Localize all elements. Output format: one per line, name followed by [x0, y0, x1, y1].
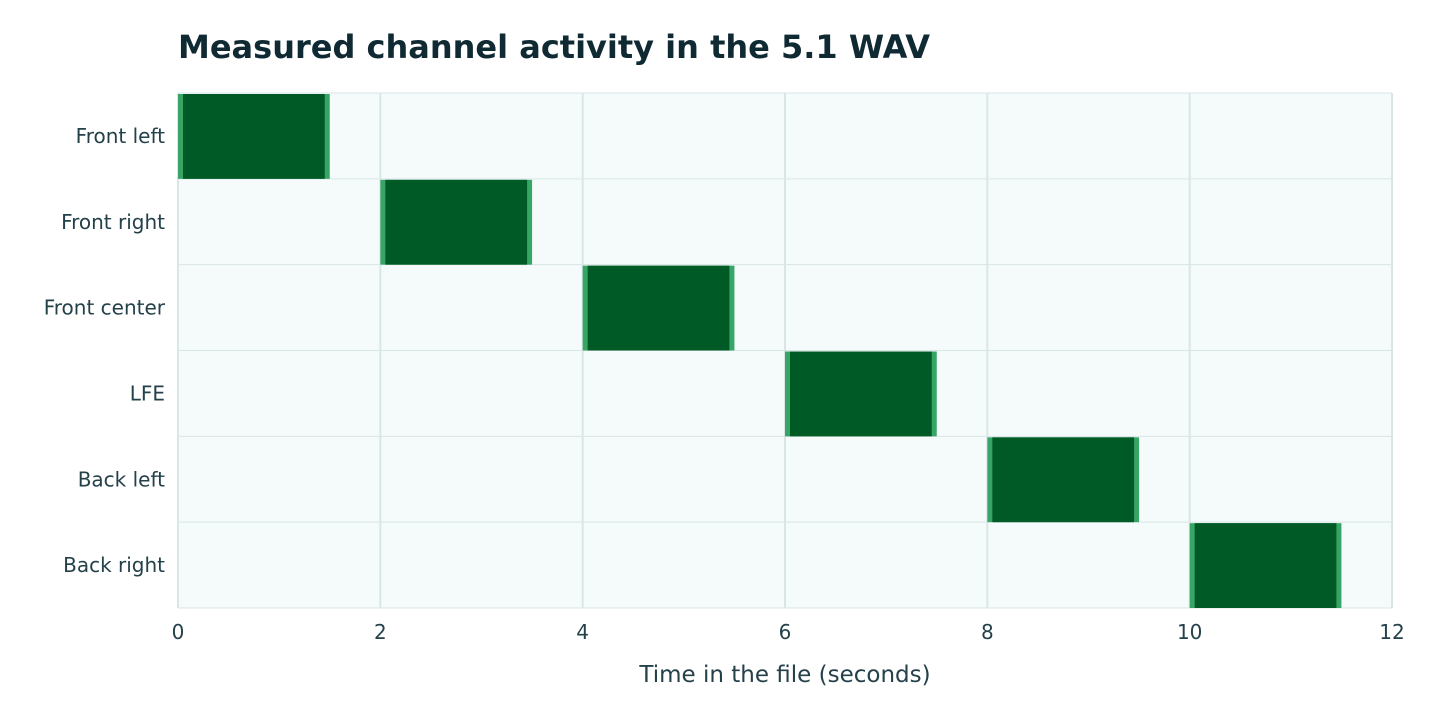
x-tick-label: 4 — [576, 620, 589, 644]
x-tick-label: 10 — [1177, 620, 1202, 644]
y-category-label: Back right — [63, 553, 165, 577]
activity-bar — [1194, 523, 1337, 608]
chart-title: Measured channel activity in the 5.1 WAV — [178, 28, 931, 66]
activity-bar — [183, 94, 325, 179]
y-category-label: Front left — [76, 124, 165, 148]
y-category-label: Back left — [78, 467, 165, 491]
x-tick-label: 6 — [779, 620, 792, 644]
activity-bar — [790, 351, 932, 437]
activity-bar — [992, 437, 1135, 523]
x-tick-label: 2 — [374, 620, 387, 644]
x-axis-label: Time in the file (seconds) — [638, 662, 930, 688]
y-category-label: Front right — [61, 210, 165, 234]
y-category-label: Front center — [44, 296, 166, 320]
x-tick-label: 8 — [981, 620, 994, 644]
y-category-label: LFE — [130, 381, 165, 405]
x-tick-label: 12 — [1379, 620, 1404, 644]
x-tick-label: 0 — [172, 620, 185, 644]
activity-bar — [385, 179, 528, 265]
activity-bar — [587, 265, 730, 351]
